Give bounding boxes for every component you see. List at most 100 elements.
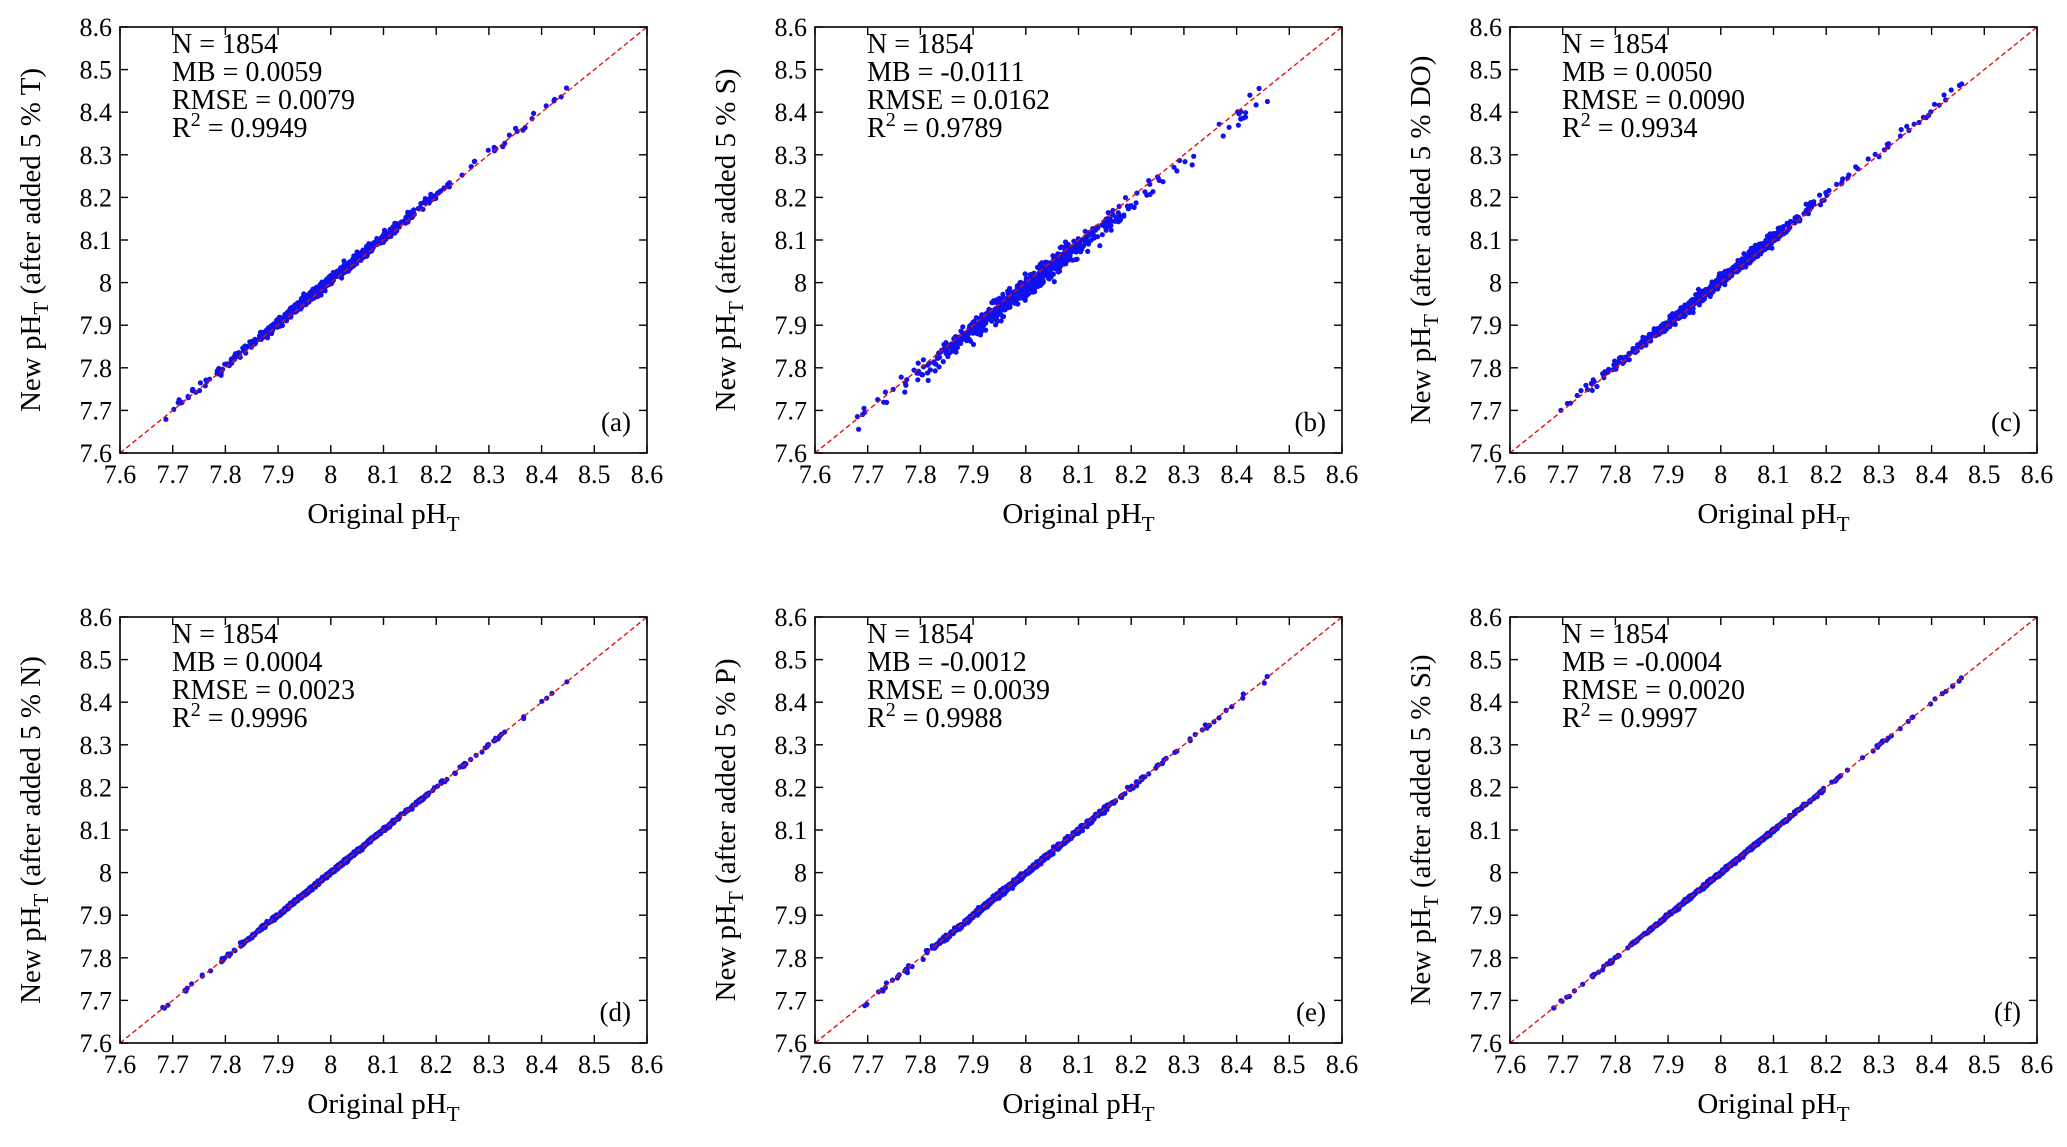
y-tick-label: 8.2 [1470, 183, 1503, 212]
x-tick-label: 8.1 [1062, 1050, 1095, 1079]
scatter-point [1612, 358, 1618, 364]
scatter-point [1117, 217, 1123, 223]
scatter-point [995, 311, 1001, 317]
scatter-point [882, 389, 889, 395]
scatter-point [1036, 265, 1042, 271]
x-tick-label: 7.6 [799, 1050, 832, 1079]
scatter-point [1226, 124, 1232, 130]
y-tick-label: 8.6 [775, 603, 808, 632]
scatter-point [1103, 216, 1109, 222]
scatter-point [311, 290, 317, 296]
scatter-point [1872, 151, 1878, 157]
x-tick-label: 7.6 [104, 460, 137, 489]
y-tick-label: 8.2 [80, 773, 113, 802]
x-tick-label: 8.5 [578, 1050, 611, 1079]
x-tick-label: 8.2 [1115, 460, 1148, 489]
x-tick-label: 8.4 [525, 460, 558, 489]
panel-label: (b) [1295, 407, 1326, 437]
scatter-point [1763, 237, 1769, 243]
scatter-point [1079, 828, 1085, 834]
scatter-point [506, 132, 512, 138]
scatter-point [1261, 680, 1267, 686]
scatter-point [1749, 246, 1756, 252]
scatter-point [1875, 744, 1881, 750]
y-axis-label: New pHT (after added 5 % P) [710, 659, 748, 1002]
scatter-point [993, 322, 999, 328]
x-tick-label: 8.3 [473, 1050, 506, 1079]
scatter-point [1594, 383, 1600, 390]
scatter-point [1700, 296, 1706, 302]
scatter-point [1110, 212, 1116, 218]
scatter-point [902, 389, 908, 395]
scatter-point [319, 283, 325, 289]
x-tick-label: 8.1 [1062, 460, 1095, 489]
scatter-point [531, 110, 537, 116]
scatter-point [1243, 110, 1249, 116]
scatter-point [189, 981, 195, 987]
y-tick-label: 8 [99, 269, 112, 298]
scatter-point [1235, 122, 1241, 128]
scatter-point [1264, 98, 1270, 105]
scatter-point [374, 235, 380, 242]
scatter-point [284, 309, 290, 316]
scatter-point [1743, 255, 1749, 261]
y-tick-label: 7.7 [775, 396, 808, 425]
x-tick-label: 7.9 [1652, 460, 1685, 489]
scatter-point [265, 335, 271, 341]
scatter-point [1690, 309, 1696, 316]
scatter-point [993, 895, 999, 902]
scatter-point [1122, 791, 1128, 797]
stat-mb: MB = -0.0111 [867, 57, 1025, 88]
scatter-point [944, 934, 950, 941]
scatter-point [365, 249, 371, 255]
x-tick-label: 7.6 [1494, 1050, 1527, 1079]
scatter-point [1956, 82, 1962, 88]
y-tick-label: 8.4 [80, 98, 113, 127]
panel-label: (d) [600, 997, 631, 1027]
y-tick-label: 8.4 [775, 688, 808, 717]
stat-n: N = 1854 [867, 29, 973, 60]
scatter-point [1133, 200, 1139, 206]
x-tick-label: 8.1 [367, 460, 400, 489]
x-tick-label: 8.6 [2021, 1050, 2054, 1079]
scatter-point [883, 980, 890, 986]
scatter-point [1204, 725, 1210, 731]
scatter-point [1074, 246, 1080, 253]
y-tick-label: 8.5 [1470, 646, 1503, 675]
scatter-point [904, 377, 910, 383]
scatter-point [1085, 248, 1091, 254]
scatter-point [1672, 321, 1678, 327]
scatter-point [1928, 701, 1934, 707]
scatter-point [266, 325, 272, 331]
x-axis-label: Original pHT [307, 1088, 459, 1126]
scatter-point [1643, 342, 1649, 348]
scatter-point [1069, 247, 1075, 254]
scatter-point [1062, 239, 1069, 245]
scatter-point [415, 205, 421, 212]
y-tick-label: 7.8 [80, 944, 113, 973]
scatter-point [1008, 290, 1014, 296]
scatter-point [955, 340, 962, 347]
scatter-point [260, 924, 266, 930]
scatter-point [421, 199, 427, 205]
x-tick-label: 7.7 [156, 1050, 189, 1079]
scatter-point [1054, 265, 1060, 271]
stat-r2: R2 = 0.9997 [1562, 699, 1697, 734]
scatter-point [1174, 168, 1180, 174]
stat-rmse: RMSE = 0.0162 [867, 85, 1050, 116]
scatter-point [1817, 202, 1824, 208]
y-tick-label: 8 [794, 269, 807, 298]
scatter-point [273, 323, 279, 329]
stat-n: N = 1854 [1562, 29, 1668, 60]
scatter-point [1607, 960, 1613, 967]
scatter-point [977, 332, 984, 338]
y-tick-label: 8.1 [1470, 226, 1503, 255]
scatter-point [1104, 224, 1110, 230]
scatter-point [960, 324, 966, 330]
scatter-point [367, 243, 373, 249]
stat-r2: R2 = 0.9949 [172, 109, 307, 144]
x-tick-label: 8 [324, 1050, 337, 1079]
y-tick-label: 7.8 [775, 354, 808, 383]
y-tick-label: 8.1 [80, 816, 113, 845]
scatter-point [1031, 279, 1037, 286]
